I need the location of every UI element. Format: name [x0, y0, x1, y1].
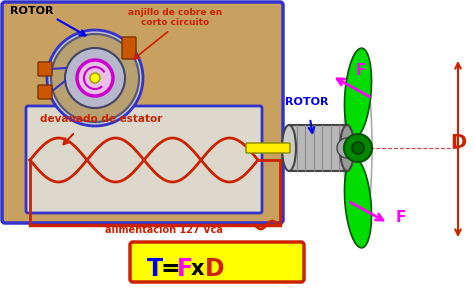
- Text: =: =: [161, 257, 181, 281]
- Ellipse shape: [345, 158, 372, 248]
- FancyBboxPatch shape: [38, 62, 52, 76]
- Ellipse shape: [340, 125, 354, 171]
- Text: ROTOR: ROTOR: [10, 6, 54, 16]
- FancyBboxPatch shape: [26, 106, 262, 213]
- Text: anjillo de cobre en
corto circuito: anjillo de cobre en corto circuito: [128, 8, 222, 27]
- Ellipse shape: [282, 125, 296, 171]
- Text: alimentación 127 Vca: alimentación 127 Vca: [105, 225, 223, 235]
- Text: x: x: [191, 259, 204, 279]
- Ellipse shape: [345, 48, 372, 138]
- FancyBboxPatch shape: [38, 85, 52, 99]
- Text: F: F: [396, 210, 406, 225]
- Text: T: T: [147, 257, 163, 281]
- Text: F: F: [356, 63, 366, 78]
- Circle shape: [344, 134, 372, 162]
- Circle shape: [90, 73, 100, 83]
- Circle shape: [47, 30, 143, 126]
- Text: devanado de estator: devanado de estator: [40, 114, 163, 124]
- Circle shape: [51, 34, 139, 122]
- FancyBboxPatch shape: [122, 37, 136, 59]
- FancyBboxPatch shape: [289, 125, 347, 171]
- Circle shape: [352, 142, 364, 154]
- Text: D: D: [205, 257, 225, 281]
- Circle shape: [65, 48, 125, 108]
- Text: F: F: [177, 257, 193, 281]
- Text: ROTOR: ROTOR: [285, 97, 328, 107]
- Circle shape: [337, 138, 357, 158]
- FancyBboxPatch shape: [2, 2, 283, 223]
- Circle shape: [77, 60, 113, 96]
- Text: D: D: [450, 133, 466, 152]
- FancyBboxPatch shape: [246, 143, 290, 153]
- FancyBboxPatch shape: [130, 242, 304, 282]
